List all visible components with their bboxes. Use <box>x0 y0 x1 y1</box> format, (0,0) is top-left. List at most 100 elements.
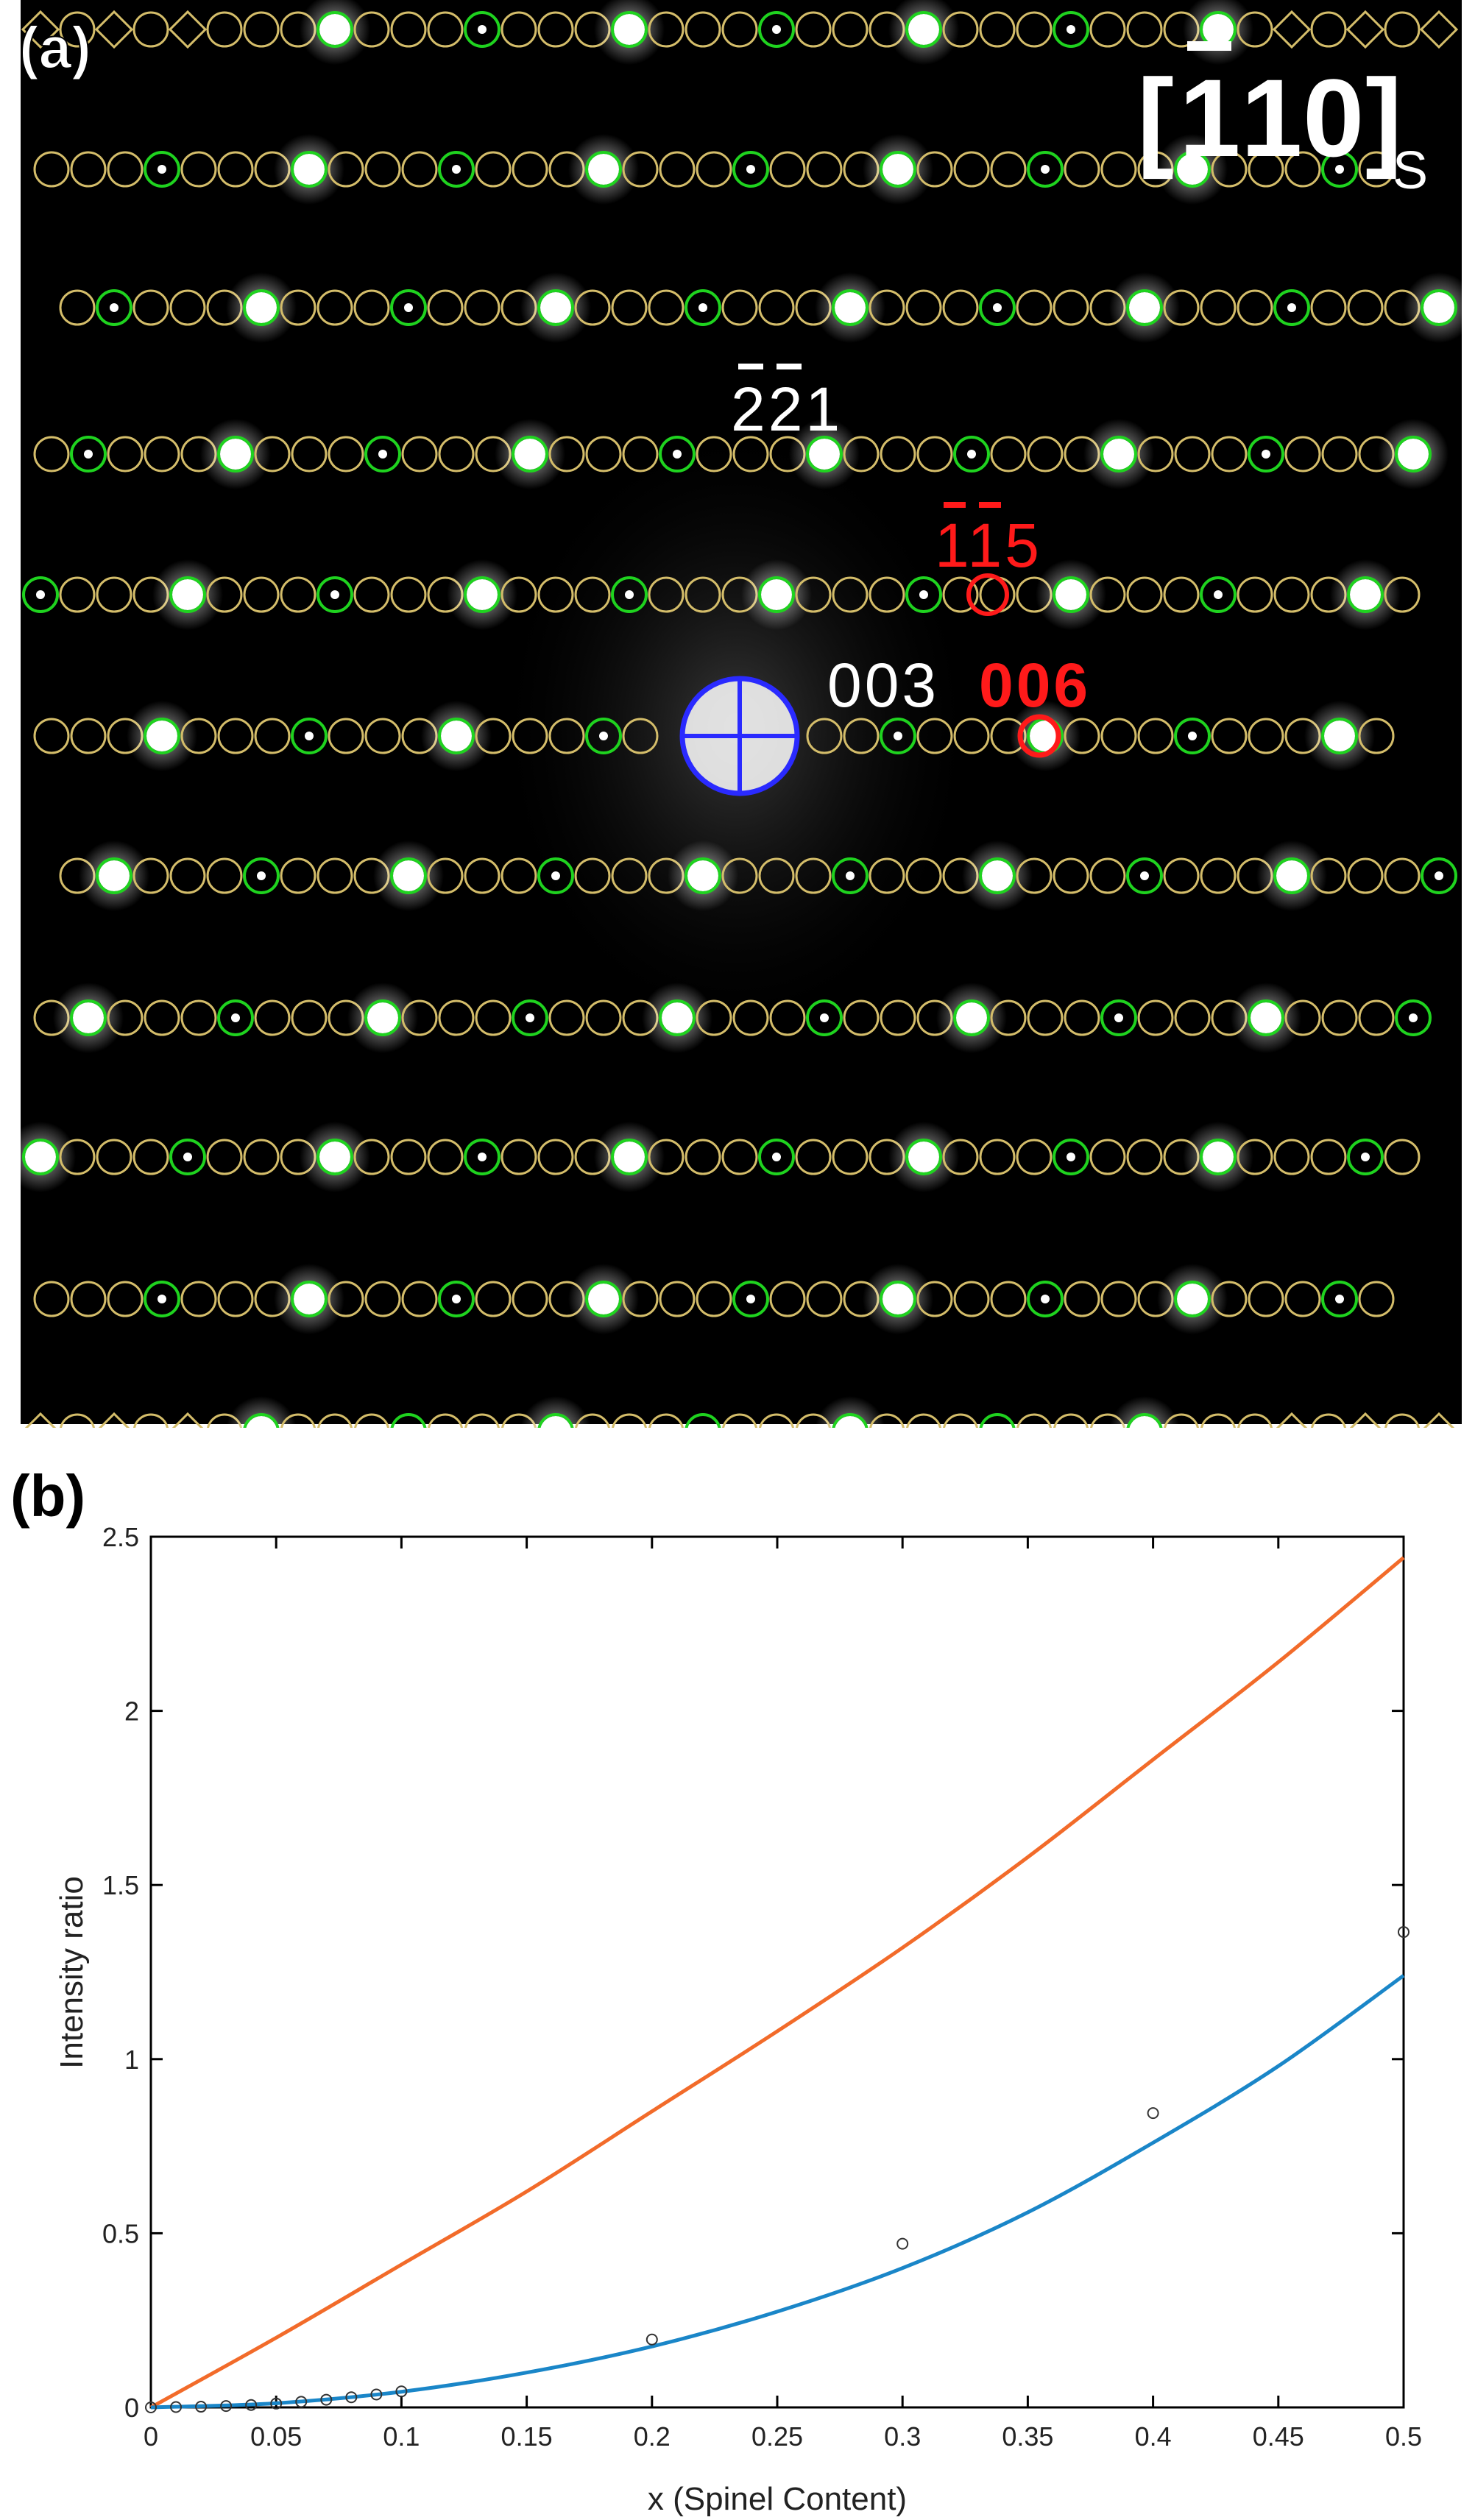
simulated-reflection-ring <box>1384 11 1421 48</box>
simulated-reflection-ring <box>548 436 585 473</box>
simulated-reflection-ring <box>364 718 401 754</box>
matched-reflection-ring <box>390 1413 427 1428</box>
matched-reflection-ring <box>390 857 427 894</box>
simulated-reflection-ring <box>905 857 942 894</box>
matched-reflection-ring <box>758 11 795 48</box>
matched-reflection-ring <box>70 436 107 473</box>
x-tick-label: 0.35 <box>1002 2421 1053 2452</box>
matched-reflection-ring <box>464 1139 500 1175</box>
series-line-1 <box>150 1974 1405 2410</box>
simulated-reflection-ring <box>280 576 316 613</box>
simulated-reflection-ring <box>401 151 438 188</box>
diffraction-spot <box>319 14 350 45</box>
matched-reflection-ring <box>512 999 548 1036</box>
simulated-reflection-ring <box>574 289 611 326</box>
simulated-reflection-ring <box>475 999 512 1036</box>
diffraction-spot <box>919 590 928 599</box>
simulated-reflection-ring <box>1384 1413 1420 1428</box>
matched-reflection-ring <box>611 576 648 613</box>
simulated-reflection-ring <box>990 999 1027 1036</box>
x-tick-label: 0.1 <box>383 2421 420 2452</box>
diffraction-spot <box>882 1284 913 1314</box>
simulated-reflection-ring <box>1137 999 1174 1036</box>
matched-reflection-ring <box>144 718 180 754</box>
simulated-reflection-ring <box>1358 1281 1395 1317</box>
zone-axis-overbar <box>1187 41 1231 51</box>
simulated-reflection-ring <box>1273 576 1310 613</box>
simulated-reflection-ring <box>622 1281 659 1317</box>
diffraction-spot <box>1214 590 1223 599</box>
simulated-reflection-ring <box>60 1413 95 1428</box>
simulated-reflection-ring <box>291 999 328 1036</box>
simulated-reflection-ring <box>1321 436 1358 473</box>
simulated-reflection-ring <box>180 151 217 188</box>
simulated-reflection-ring <box>291 436 328 473</box>
diffraction-spot <box>982 860 1013 891</box>
diffraction-spot <box>1114 1013 1123 1022</box>
matched-reflection-ring <box>1395 999 1432 1036</box>
diffraction-spot <box>172 579 203 610</box>
matched-reflection-ring <box>832 857 869 894</box>
diffraction-spot <box>84 450 93 459</box>
matched-reflection-ring <box>316 576 353 613</box>
matched-reflection-ring <box>979 289 1016 326</box>
simulated-reflection-ring <box>316 289 353 326</box>
diffraction-spot <box>673 450 682 459</box>
simulated-reflection-ring <box>464 289 500 326</box>
diffraction-spot <box>588 154 619 185</box>
matched-reflection-ring <box>732 1281 769 1317</box>
simulated-reflection-ring <box>696 999 732 1036</box>
diffraction-spot-glow <box>226 1396 297 1428</box>
y-tick-label: 2.5 <box>102 1522 139 1552</box>
simulated-reflection-ring <box>1174 436 1211 473</box>
diffraction-spot <box>441 721 472 751</box>
simulated-reflection-ring <box>206 576 243 613</box>
matched-reflection-ring <box>390 289 427 326</box>
scatter-point <box>645 2333 658 2346</box>
matched-reflection-ring <box>291 151 328 188</box>
matched-reflection-ring <box>611 11 648 48</box>
diffraction-spot <box>835 292 866 323</box>
matched-reflection-ring <box>953 999 990 1036</box>
simulated-reflection-ring <box>353 576 390 613</box>
diffraction-spot <box>746 1295 755 1303</box>
simulated-reflection-ring <box>70 1281 107 1317</box>
simulated-reflection-ring <box>1053 1413 1089 1428</box>
matched-reflection-ring <box>464 576 500 613</box>
y-tick-label: 0 <box>124 2393 139 2423</box>
simulated-reflection-ring <box>685 11 721 48</box>
simulated-reflection-ring <box>107 999 144 1036</box>
diffraction-spot <box>599 732 608 740</box>
simulated-reflection-ring <box>169 857 206 894</box>
simulated-reflection-ring <box>353 289 390 326</box>
simulated-reflection-ring <box>1384 857 1421 894</box>
diffraction-spot <box>1251 1002 1281 1033</box>
diffraction-spot <box>894 732 902 740</box>
diffraction-spot <box>761 579 792 610</box>
diffraction-spot <box>478 25 487 34</box>
matched-reflection-ring <box>953 436 990 473</box>
diffraction-spot <box>1350 579 1381 610</box>
diffraction-pattern: (a) [ 1 1 0 ] S 221 115 003 006 <box>5 0 1474 1428</box>
simulated-reflection-ring <box>611 289 648 326</box>
simulated-reflection-ring <box>1163 857 1200 894</box>
simulated-reflection-ring <box>806 1281 843 1317</box>
simulated-reflection-ring <box>1310 857 1347 894</box>
simulated-reflection-ring <box>427 1139 464 1175</box>
scatter-point <box>1147 2107 1159 2120</box>
overbar <box>979 502 1001 508</box>
simulated-reflection-ring <box>1284 1281 1321 1317</box>
simulated-reflection-ring <box>732 999 769 1036</box>
simulated-reflection-ring <box>916 1281 953 1317</box>
matched-reflection-ring <box>1347 1139 1384 1175</box>
diffraction-spot <box>1067 25 1075 34</box>
simulated-reflection-ring <box>1064 718 1100 754</box>
simulated-reflection-ring <box>317 1413 353 1428</box>
simulated-reflection-ring <box>254 436 291 473</box>
simulated-reflection-ring <box>254 999 291 1036</box>
simulated-reflection-ring <box>33 436 70 473</box>
simulated-reflection-ring <box>328 436 364 473</box>
simulated-reflection-ring <box>1358 151 1395 188</box>
scatter-point <box>395 2385 408 2398</box>
matched-reflection-ring <box>70 999 107 1036</box>
